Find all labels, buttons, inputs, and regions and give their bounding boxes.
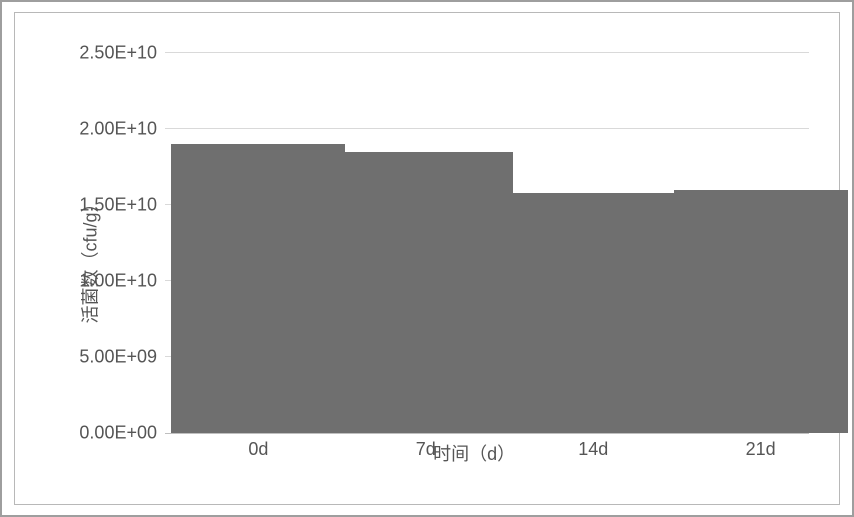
x-axis-title: 时间（d） (433, 440, 515, 466)
bar (506, 193, 680, 433)
x-tick-label: 21d (746, 439, 776, 460)
bar (674, 190, 848, 433)
bar-chart: 活菌数（cfu/g） 0.00E+005.00E+091.00E+101.50E… (15, 13, 839, 504)
x-tick-label: 0d (248, 439, 268, 460)
y-tick-label: 2.50E+10 (79, 43, 157, 64)
outer-frame: 活菌数（cfu/g） 0.00E+005.00E+091.00E+101.50E… (0, 0, 854, 517)
inner-frame: 活菌数（cfu/g） 0.00E+005.00E+091.00E+101.50E… (14, 12, 840, 505)
gridline (165, 128, 809, 129)
plot-area-wrap: 0.00E+005.00E+091.00E+101.50E+102.00E+10… (165, 53, 809, 434)
bar (339, 152, 513, 433)
gridline (165, 52, 809, 53)
y-tick-label: 1.50E+10 (79, 195, 157, 216)
y-tick-label: 5.00E+09 (79, 347, 157, 368)
plot-area: 0.00E+005.00E+091.00E+101.50E+102.00E+10… (165, 53, 809, 434)
x-tick-label: 14d (578, 439, 608, 460)
y-tick-label: 2.00E+10 (79, 119, 157, 140)
y-tick-label: 0.00E+00 (79, 423, 157, 444)
y-tick-label: 1.00E+10 (79, 271, 157, 292)
bar (171, 144, 345, 433)
